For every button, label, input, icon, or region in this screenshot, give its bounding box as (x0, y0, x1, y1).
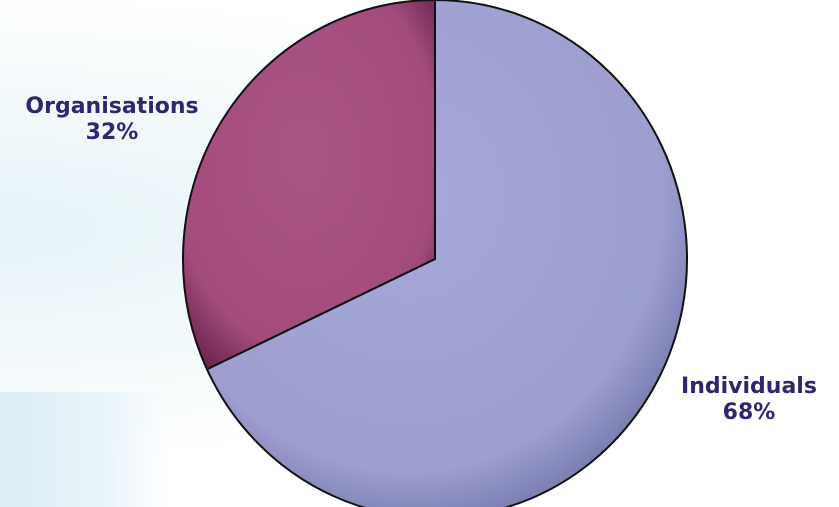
pie-slice-organisations (182, 0, 436, 371)
background-panel (0, 392, 168, 507)
individuals-percent: 68% (722, 400, 776, 425)
individuals-label: Individuals 68% (666, 374, 832, 426)
organisations-name: Organisations (25, 94, 199, 119)
individuals-name: Individuals (681, 374, 817, 399)
organisations-label: Organisations 32% (8, 94, 216, 146)
organisations-percent: 32% (85, 120, 139, 145)
pie-slice-individuals (205, 0, 688, 507)
